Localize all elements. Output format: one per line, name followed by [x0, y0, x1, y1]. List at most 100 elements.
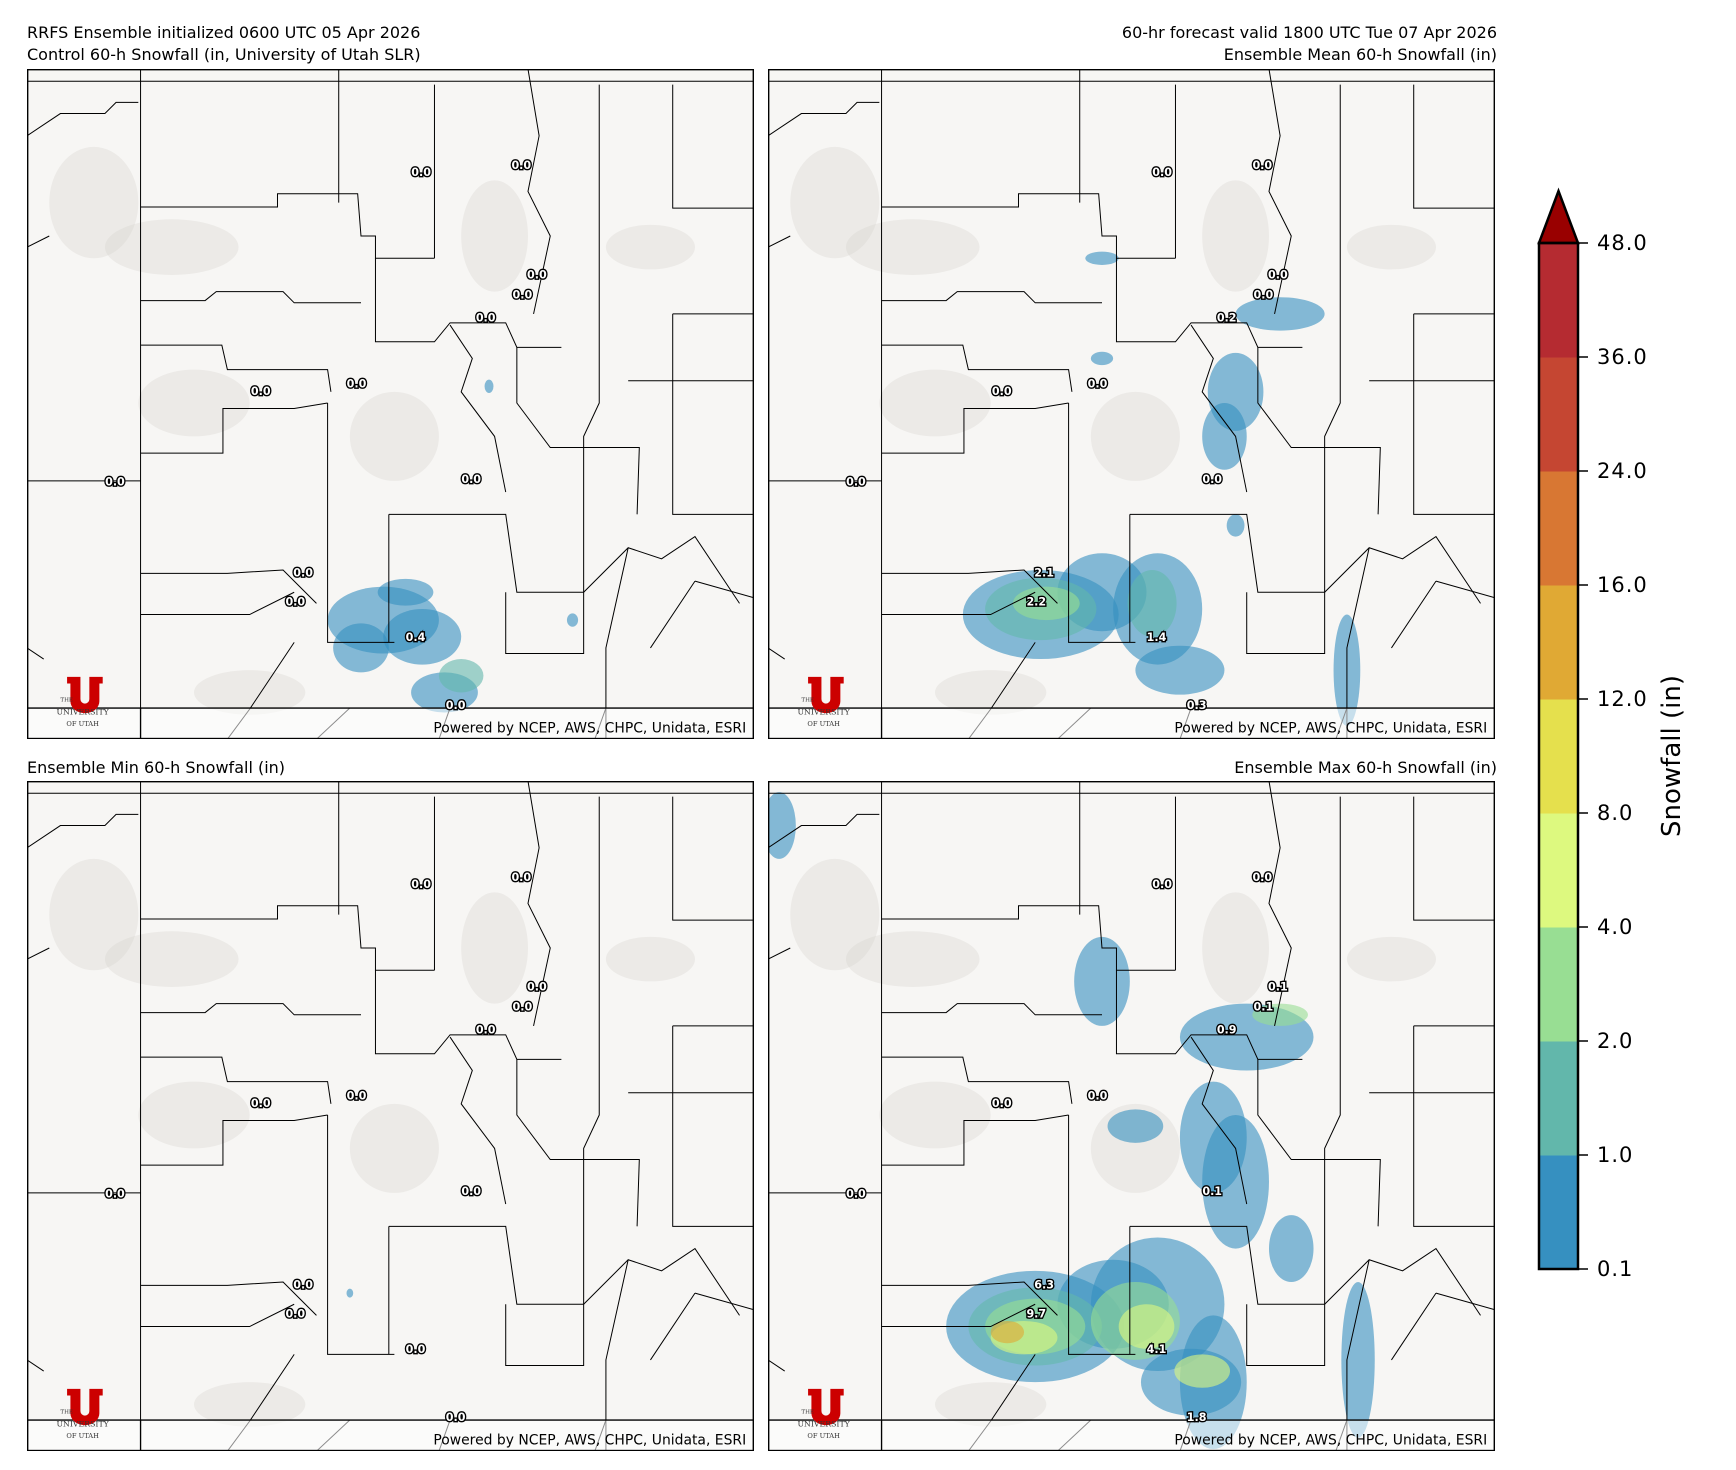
- credit-band: [768, 1420, 1495, 1451]
- county-border: [140, 905, 435, 971]
- colorbar-tick-label: 24.0: [1597, 459, 1648, 483]
- county-border: [583, 1247, 740, 1316]
- terrain-shading: [193, 670, 306, 715]
- terrain-shading: [879, 1081, 991, 1149]
- snowfall-area: [1118, 1304, 1175, 1349]
- county-border: [1129, 513, 1325, 593]
- colorbar-tick-label: 48.0: [1597, 231, 1648, 255]
- point-value-label: 0.0: [411, 878, 431, 891]
- snowfall-area: [1135, 645, 1225, 695]
- county-border: [881, 591, 1036, 616]
- county-border: [140, 591, 295, 616]
- point-value-label: 0.0: [511, 871, 531, 884]
- logo-u-icon: [67, 1388, 103, 1426]
- map-panel-max: THE UNIVERSITY OF UTAH Powered by NCEP, AWS…: [768, 781, 1495, 1451]
- snowfall-area: [768, 792, 796, 859]
- county-border: [583, 535, 740, 604]
- point-value-label: 0.0: [1088, 1089, 1108, 1102]
- point-value-label: 0.3: [1187, 699, 1207, 712]
- county-border: [1391, 580, 1437, 649]
- county-border: [1068, 1114, 1136, 1355]
- county-border: [140, 1056, 332, 1104]
- point-value-label: 0.0: [513, 1000, 533, 1013]
- snowfall-area: [1179, 1081, 1247, 1193]
- county-border: [1257, 347, 1381, 515]
- county-border: [1257, 1059, 1381, 1227]
- terrain-shading: [934, 1382, 1047, 1427]
- county-border: [140, 1281, 317, 1316]
- colorbar-segment: [1539, 357, 1578, 472]
- county-border: [1413, 796, 1495, 921]
- terrain-shading: [605, 224, 695, 270]
- county-border: [881, 193, 1176, 259]
- colorbar-tick-label: 36.0: [1597, 345, 1648, 369]
- county-border: [768, 813, 880, 849]
- snowfall-area: [383, 608, 462, 665]
- snowfall-area: [566, 613, 579, 627]
- snowfall-area: [1202, 402, 1247, 470]
- colorbar-segment: [1539, 1041, 1578, 1156]
- point-value-label: 0.0: [992, 1097, 1012, 1110]
- point-value-label: 0.0: [846, 475, 866, 488]
- logo-u-icon: [808, 676, 844, 714]
- county-border: [1324, 84, 1341, 593]
- snowfall-area: [1268, 1215, 1314, 1282]
- colorbar-segment: [1539, 813, 1578, 928]
- terrain-shading: [104, 219, 239, 275]
- terrain-shading: [49, 858, 139, 971]
- county-border: [516, 347, 640, 515]
- county-border: [1268, 69, 1292, 315]
- point-value-label: 0.0: [846, 1187, 866, 1200]
- point-value-label: 0.0: [251, 1097, 271, 1110]
- county-border: [768, 647, 785, 660]
- county-border: [327, 402, 395, 643]
- colorbar-frame: [1537, 241, 1580, 1271]
- point-value-label: 6.3: [1034, 1279, 1054, 1292]
- map-frame: [768, 781, 1495, 1451]
- county-border: [1324, 535, 1481, 604]
- point-value-label: 0.2: [1217, 312, 1237, 325]
- county-border: [27, 235, 50, 248]
- terrain-shading: [879, 369, 991, 437]
- county-border: [1115, 258, 1303, 348]
- county-border: [140, 1003, 361, 1016]
- point-value-label: 0.1: [1254, 1000, 1274, 1013]
- county-border: [1129, 1225, 1325, 1305]
- colorbar-segment: [1539, 585, 1578, 700]
- county-border: [1435, 1292, 1495, 1311]
- credit-band: [27, 1420, 754, 1451]
- county-border: [1324, 1247, 1481, 1316]
- data-credit: Powered by NCEP, AWS, CHPC, Unidata, ESR…: [433, 721, 746, 737]
- point-value-label: 0.0: [105, 475, 125, 488]
- logo-text: OF UTAH: [807, 720, 840, 728]
- county-border: [583, 796, 600, 1305]
- county-border: [140, 344, 332, 392]
- county-border: [1115, 970, 1303, 1060]
- point-value-label: 0.0: [251, 385, 271, 398]
- county-border: [27, 813, 139, 849]
- panel-title-max: Ensemble Max 60-h Snowfall (in): [1234, 758, 1497, 777]
- university-of-utah-logo: THE UNIVERSITY OF UTAH: [56, 676, 110, 728]
- map-panel-control: THE UNIVERSITY OF UTAH Powered by NCEP, AWS…: [27, 69, 754, 739]
- basemap: [27, 781, 754, 1451]
- logo-text: UNIVERSITY: [797, 708, 850, 717]
- point-value-label: 1.4: [1147, 631, 1167, 644]
- university-of-utah-logo: THE UNIVERSITY OF UTAH: [797, 676, 851, 728]
- county-border: [388, 513, 584, 593]
- logo-text: UNIVERSITY: [56, 1420, 109, 1429]
- terrain-shading: [845, 219, 980, 275]
- county-border: [140, 193, 435, 259]
- terrain-shading: [349, 1103, 439, 1193]
- county-border: [881, 402, 1069, 454]
- terrain-shading: [1202, 180, 1269, 292]
- county-border: [505, 592, 585, 654]
- county-border: [140, 291, 361, 304]
- point-value-label: 0.0: [285, 596, 305, 609]
- county-border: [881, 1056, 1073, 1104]
- terrain-shading: [138, 369, 250, 437]
- terrain-shading: [605, 936, 695, 982]
- colorbar-label: Snowfall (in): [1657, 675, 1687, 837]
- university-of-utah-logo: THE UNIVERSITY OF UTAH: [56, 1388, 110, 1440]
- point-value-label: 0.0: [285, 1308, 305, 1321]
- county-border: [140, 1303, 295, 1328]
